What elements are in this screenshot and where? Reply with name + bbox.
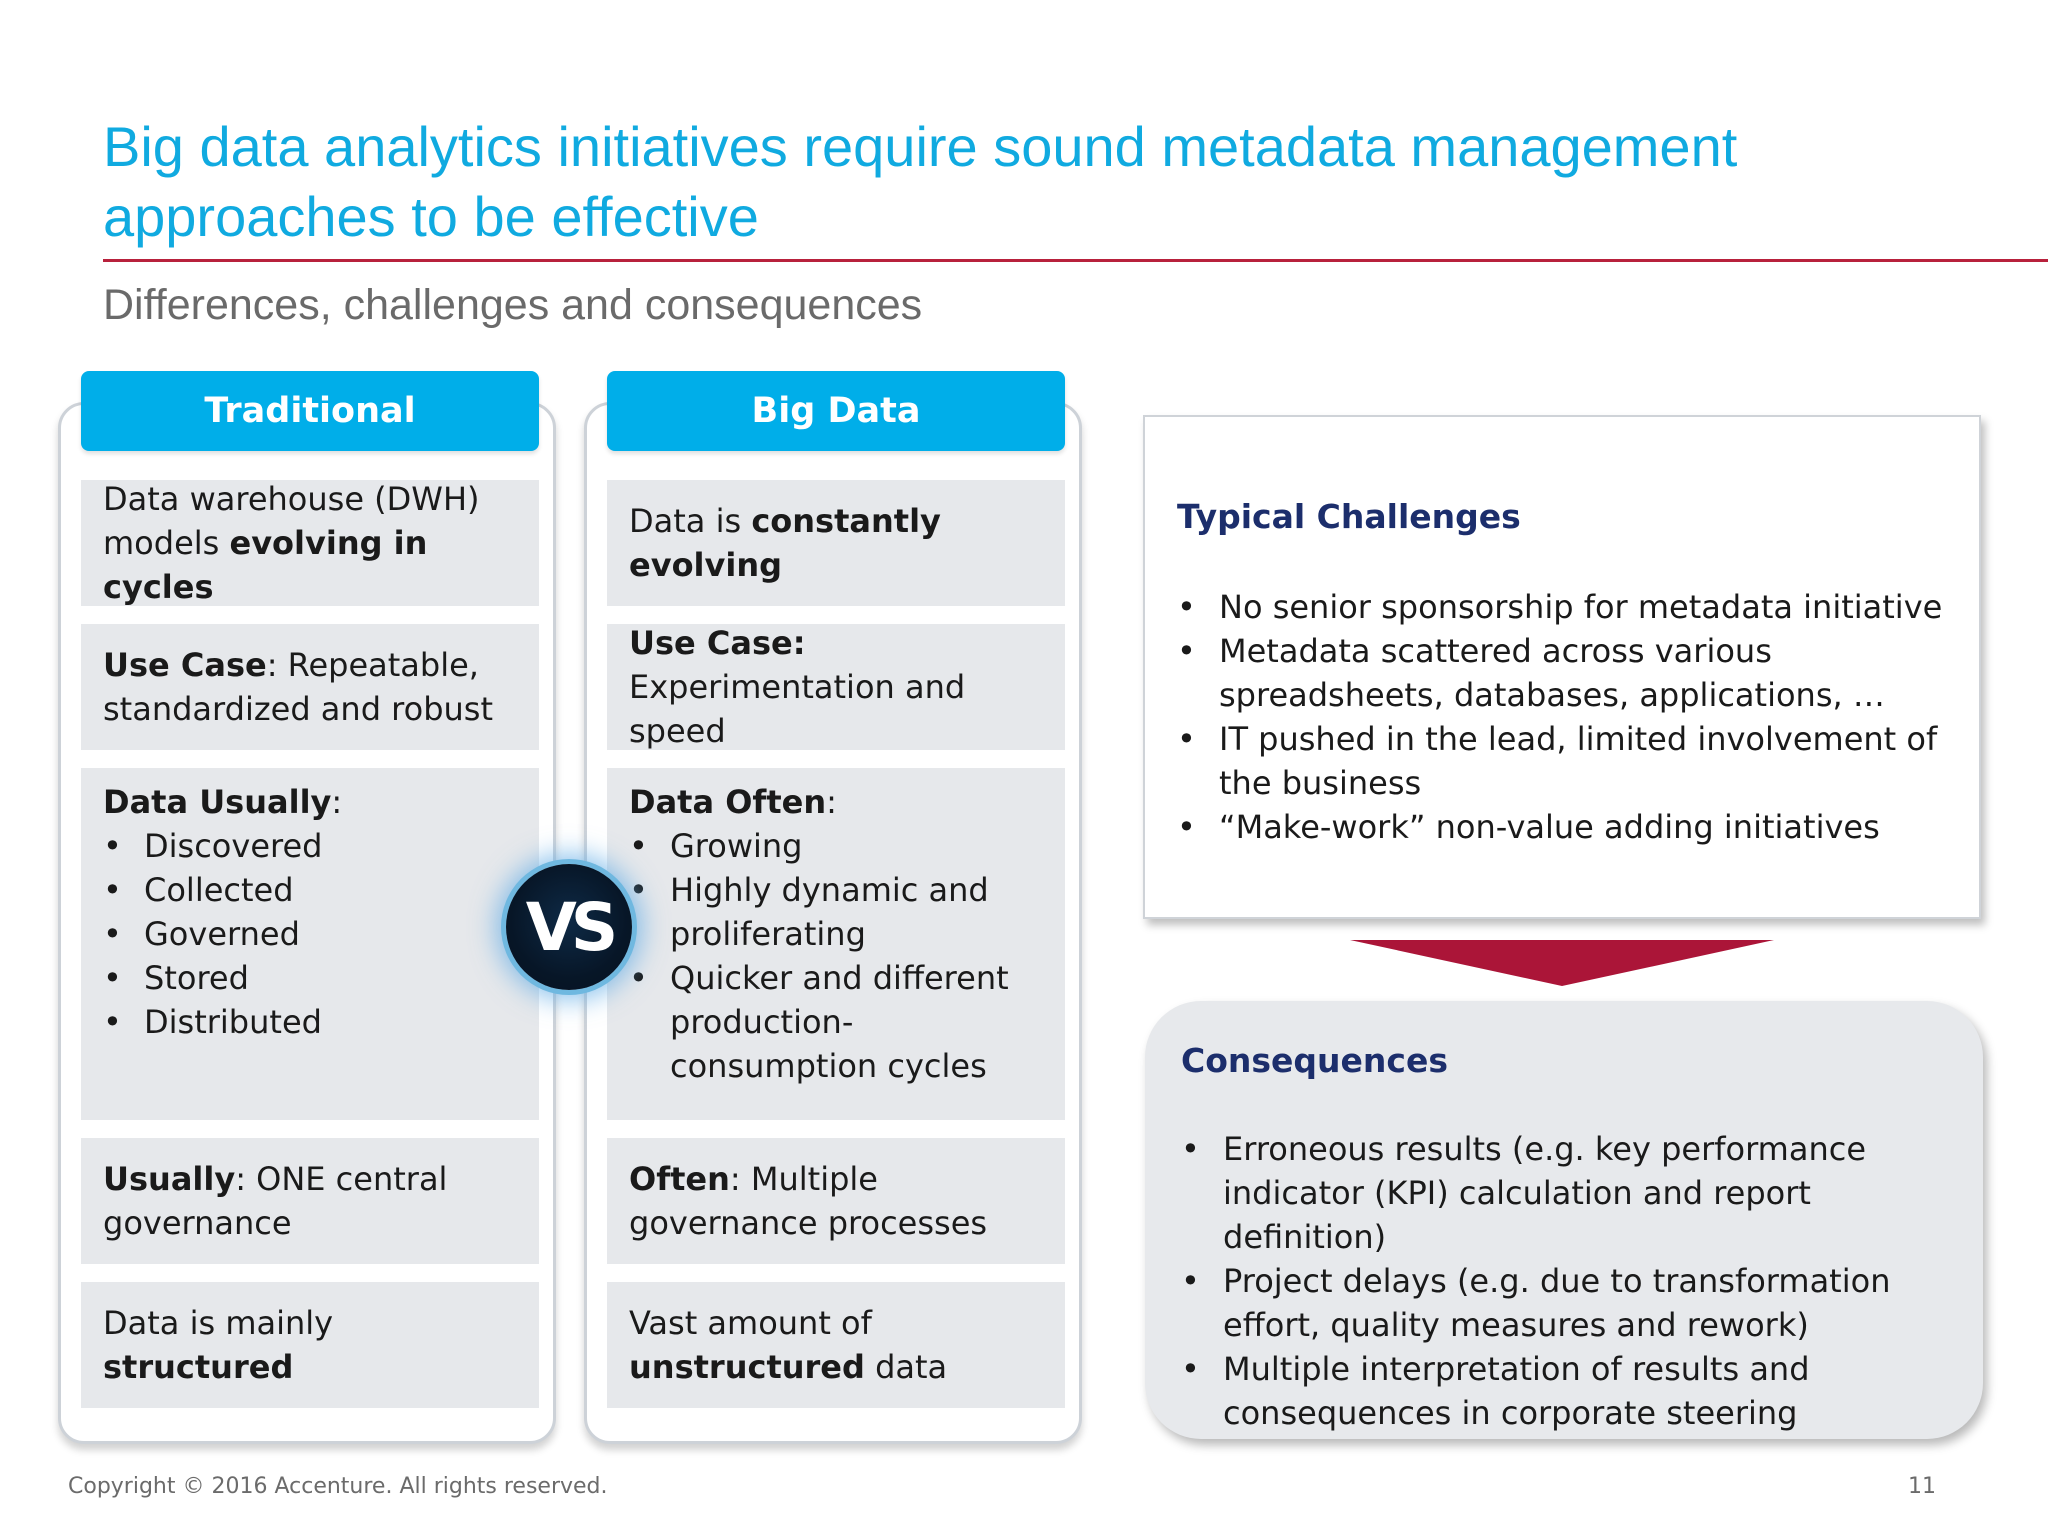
cell-heading: Data Often [629,783,827,821]
list-item: Multiple interpretation of results and c… [1181,1347,1961,1435]
cell-text: Experimentation and speed [629,668,966,750]
bigdata-data-list: Growing Highly dynamic and proliferating… [629,824,1043,1088]
cell-text: : Multiple governance processes [629,1160,988,1242]
cell-colon: : [826,783,837,821]
cell-heading: Data Usually [103,783,332,821]
list-item: Stored [103,956,517,1000]
cell-bold-text: structured [103,1348,294,1386]
challenges-title: Typical Challenges [1177,497,1521,536]
bigdata-header: Big Data [607,371,1065,451]
bigdata-cell-unstructured: Vast amount of unstructured data [607,1282,1065,1408]
title-divider [103,259,2048,262]
vs-badge-label: VS [525,888,619,966]
cell-bold-text: Often [629,1160,730,1198]
list-item: Discovered [103,824,517,868]
cell-bold-text: unstructured [629,1348,865,1386]
traditional-data-list: Discovered Collected Governed Stored Dis… [103,824,517,1044]
list-item: Highly dynamic and proliferating [629,868,1043,956]
list-item: Growing [629,824,1043,868]
cell-text: Data warehouse (DWH) models [103,480,480,562]
list-item: Distributed [103,1000,517,1044]
list-item: IT pushed in the lead, limited involveme… [1177,717,1957,805]
cell-text: Data is [629,502,752,540]
consequences-title: Consequences [1181,1041,1448,1080]
cell-bold-text: Usually [103,1160,236,1198]
cell-colon: : [331,783,343,821]
challenges-list: No senior sponsorship for metadata initi… [1177,585,1957,849]
typical-challenges-box: Typical Challenges No senior sponsorship… [1143,415,1981,919]
slide-title: Big data analytics initiatives require s… [103,112,1903,252]
traditional-cell-models: Data warehouse (DWH) models evolving in … [81,480,539,606]
bigdata-cell-data-often: Data Often: Growing Highly dynamic and p… [607,768,1065,1120]
bigdata-cell-use-case: Use Case: Experimentation and speed [607,624,1065,750]
bigdata-cell-evolving: Data is constantly evolving [607,480,1065,606]
list-item: “Make-work” non-value adding initiatives [1177,805,1957,849]
list-item: Project delays (e.g. due to transformati… [1181,1259,1961,1347]
slide-title-line-1: Big data analytics initiatives require s… [103,115,1738,178]
vs-badge-icon: VS [506,864,632,990]
page-number: 11 [1908,1474,1936,1499]
cell-bold-text: Use Case [103,646,267,684]
list-item: No senior sponsorship for metadata initi… [1177,585,1957,629]
down-arrow-icon [1350,940,1774,986]
list-item: Governed [103,912,517,956]
list-item: Metadata scattered across various spread… [1177,629,1957,717]
slide-subtitle: Differences, challenges and consequences [103,281,923,329]
traditional-header: Traditional [81,371,539,451]
cell-text: : ONE central governance [103,1160,448,1242]
cell-text: Vast amount of [629,1304,872,1342]
cell-bold-text: constantly evolving [629,502,941,584]
cell-bold-text: Use Case: [629,624,806,662]
traditional-cell-structure: Data is mainly structured [81,1282,539,1408]
traditional-cell-use-case: Use Case: Repeatable, standardized and r… [81,624,539,750]
consequences-list: Erroneous results (e.g. key performance … [1181,1127,1961,1435]
cell-text: data [864,1348,948,1386]
list-item: Erroneous results (e.g. key performance … [1181,1127,1961,1259]
list-item: Collected [103,868,517,912]
slide-title-line-2: approaches to be effective [103,185,759,248]
cell-bold-text: evolving in cycles [103,524,428,606]
consequences-box: Consequences Erroneous results (e.g. key… [1145,1001,1983,1439]
bigdata-cell-governance: Often: Multiple governance processes [607,1138,1065,1264]
cell-text: Data is mainly [103,1304,334,1342]
traditional-cell-data-usually: Data Usually: Discovered Collected Gover… [81,768,539,1120]
cell-text: : Repeatable, standardized and robust [103,646,494,728]
traditional-cell-governance: Usually: ONE central governance [81,1138,539,1264]
copyright-notice: Copyright © 2016 Accenture. All rights r… [68,1474,608,1499]
list-item: Quicker and different production-consump… [629,956,1043,1088]
